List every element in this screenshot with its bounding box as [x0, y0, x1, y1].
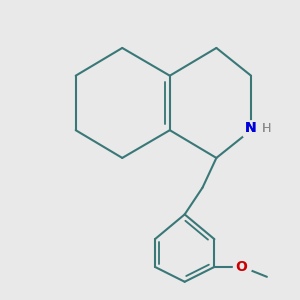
- Text: N: N: [245, 121, 257, 135]
- Text: O: O: [235, 260, 247, 274]
- Text: N: N: [245, 121, 257, 135]
- Text: H: H: [262, 122, 272, 135]
- Text: H: H: [262, 122, 272, 135]
